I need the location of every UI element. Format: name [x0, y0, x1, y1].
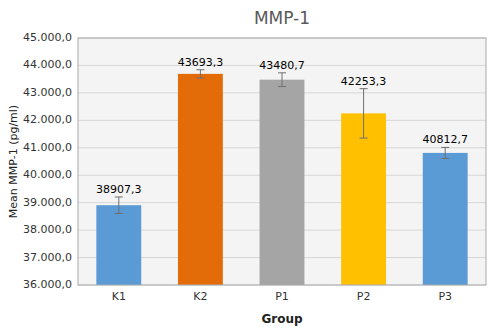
chart-title: MMP-1: [254, 8, 310, 28]
bar: [96, 205, 141, 285]
y-tick-label: 43.000,0: [23, 86, 72, 99]
error-bar-cap: [278, 72, 286, 73]
data-label: 43693,3: [178, 56, 224, 69]
error-bar-cap: [360, 88, 368, 89]
y-tick-label: 39.000,0: [23, 196, 72, 209]
error-bar-stem: [445, 147, 446, 158]
bar: [423, 153, 468, 285]
error-bar: [441, 147, 449, 158]
x-tick-label: P1: [275, 290, 289, 303]
bar: [260, 80, 305, 285]
error-bar-cap: [441, 158, 449, 159]
error-bar: [115, 197, 123, 213]
plot-frame: [78, 38, 486, 285]
x-tick-label: P3: [438, 290, 452, 303]
error-bar: [360, 89, 368, 138]
plot-background: [78, 38, 486, 285]
y-tick-label: 41.000,0: [23, 141, 72, 154]
bars: [96, 70, 467, 285]
bar: [178, 74, 223, 285]
error-bar-stem: [200, 70, 201, 78]
y-tick-label: 42.000,0: [23, 113, 72, 126]
y-tick-label: 40.000,0: [23, 168, 72, 181]
data-label: 38907,3: [96, 183, 142, 196]
error-bar-cap: [360, 138, 368, 139]
data-label: 43480,7: [259, 59, 305, 72]
x-tick-label: K2: [193, 290, 207, 303]
y-tick-label: 38.000,0: [23, 223, 72, 236]
bar: [341, 113, 386, 285]
chart-svg: 36.000,0 37.000,0 38.000,0 39.000,0 40.000,0…: [0, 0, 500, 333]
error-bar-cap: [115, 196, 123, 197]
data-label: 40812,7: [422, 133, 468, 146]
y-axis-label: Mean MMP-1 (pg/ml): [7, 105, 20, 218]
error-bar-cap: [115, 213, 123, 214]
x-tick-label: K1: [112, 290, 126, 303]
error-bar-cap: [278, 86, 286, 87]
error-bar-stem: [282, 73, 283, 87]
error-bar-stem: [363, 89, 364, 138]
x-tick-label: P2: [357, 290, 371, 303]
error-bar: [278, 73, 286, 87]
y-tick-label: 44.000,0: [23, 58, 72, 71]
error-bar-cap: [196, 77, 204, 78]
error-bar: [196, 70, 204, 78]
y-tick-label: 45.000,0: [23, 31, 72, 44]
y-tick-label: 37.000,0: [23, 251, 72, 264]
y-tick-label: 36.000,0: [23, 278, 72, 291]
data-label: 42253,3: [341, 75, 387, 88]
x-axis-label: Group: [261, 312, 303, 326]
error-bar-stem: [118, 197, 119, 213]
chart-container: 36.000,0 37.000,0 38.000,0 39.000,0 40.000,0…: [0, 0, 500, 333]
error-bar-cap: [441, 147, 449, 148]
error-bar-cap: [196, 69, 204, 70]
